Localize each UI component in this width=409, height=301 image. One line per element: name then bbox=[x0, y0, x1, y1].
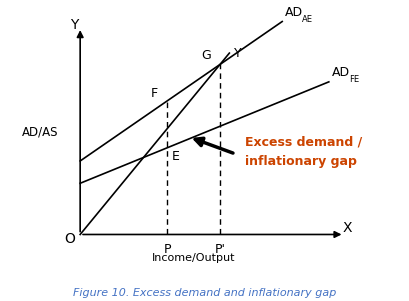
Text: AD: AD bbox=[285, 6, 303, 19]
Text: P': P' bbox=[215, 243, 225, 256]
Text: F: F bbox=[151, 87, 158, 100]
Text: G: G bbox=[201, 49, 211, 62]
Text: Figure 10. Excess demand and inflationary gap: Figure 10. Excess demand and inflationar… bbox=[73, 288, 336, 298]
Text: FE: FE bbox=[349, 75, 359, 84]
Text: AD: AD bbox=[332, 67, 350, 79]
Text: Income/Output: Income/Output bbox=[152, 253, 235, 263]
Text: X: X bbox=[343, 221, 352, 235]
Text: AE: AE bbox=[302, 15, 313, 24]
Text: Excess demand /: Excess demand / bbox=[245, 135, 362, 148]
Text: O: O bbox=[64, 232, 75, 246]
Text: AD/AS: AD/AS bbox=[22, 126, 58, 138]
Text: Y: Y bbox=[70, 18, 78, 32]
Text: P: P bbox=[164, 243, 171, 256]
Text: Y: Y bbox=[234, 47, 242, 60]
Text: E: E bbox=[172, 150, 180, 163]
Text: inflationary gap: inflationary gap bbox=[245, 155, 357, 168]
